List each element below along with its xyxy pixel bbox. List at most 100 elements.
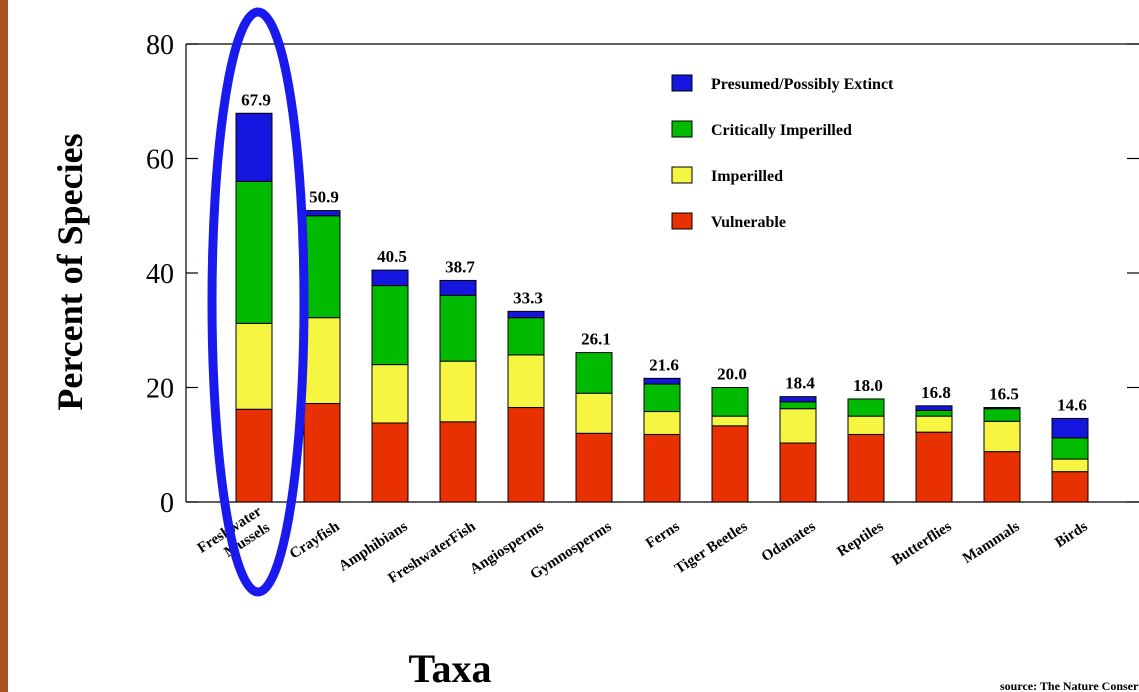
bar-segment-vulnerable [235,408,273,503]
bar-segment-imperilled [711,415,749,427]
bar-segment-imperilled [439,360,477,423]
category-label-line: Crayfish [287,518,343,562]
category-label-line: Tiger Beetles [672,519,751,578]
bar-total-label: 18.0 [853,376,883,395]
bar-segment-imperilled [983,420,1021,453]
bar-segment-vulnerable [507,407,545,503]
bar-segment-vulnerable [371,422,409,503]
legend-entry: Imperilled [711,168,783,185]
bar-total-label: 20.0 [717,365,747,384]
category-label: Tiger Beetles [672,519,751,578]
bar-total-label: 18.4 [785,374,815,393]
bar-segment-imperilled [915,415,953,433]
bar-segment-imperilled [575,392,613,434]
y-tick-label: 40 [146,259,174,290]
bar-segment-critically-imperilled [847,398,885,417]
x-axis-label: Taxa [408,646,491,691]
bar-segment-critically-imperilled [303,215,341,319]
category-label-line: Odanates [759,519,819,566]
bar-segment-presumed-possibly-extinct [779,396,817,403]
bar-segment-presumed-possibly-extinct [439,279,477,296]
bar-segment-critically-imperilled [439,294,477,362]
bar-segment-critically-imperilled [779,401,817,410]
bar-segment-critically-imperilled [507,317,545,356]
bar-segment-imperilled [779,408,817,444]
category-label: Ferns [643,519,683,552]
category-label-line: Reptiles [834,519,886,561]
left-color-strip [0,0,8,692]
bar-total-label: 40.5 [377,247,407,266]
bar-total-label: 38.7 [445,257,475,276]
legend-swatch [671,74,693,92]
bar-segment-critically-imperilled [1051,437,1089,460]
category-label-line: Butterflies [889,519,954,569]
bar-segment-presumed-possibly-extinct [983,407,1021,410]
legend-entry: Critically Imperilled [711,122,852,139]
bar-segment-critically-imperilled [983,408,1021,422]
bar-segment-presumed-possibly-extinct [915,405,953,411]
bar-segment-presumed-possibly-extinct [303,210,341,217]
legend-entry: Vulnerable [711,214,786,231]
category-label-line: Mammals [960,519,1023,567]
legend-swatch [671,212,693,230]
bar-segment-critically-imperilled [915,409,953,417]
bar-total-label: 67.9 [241,90,271,109]
bar-segment-critically-imperilled [575,352,613,394]
legend-entry: Presumed/Possibly Extinct [711,76,894,93]
bar-segment-presumed-possibly-extinct [507,310,545,319]
category-label: Mammals [960,519,1023,567]
bar-total-label: 16.5 [989,385,1019,404]
bar-segment-vulnerable [711,425,749,503]
bar-segment-critically-imperilled [643,383,681,413]
chart-legend: Presumed/Possibly Extinct Critically Impe… [671,74,894,231]
y-tick-label: 80 [146,30,174,61]
category-label: Reptiles [834,519,886,561]
category-label-line: Ferns [643,519,683,552]
legend-swatch [671,166,693,184]
bar-segment-critically-imperilled [371,285,409,366]
category-label-line: Birds [1052,519,1090,552]
bar-total-label: 26.1 [581,330,611,349]
bar-segment-presumed-possibly-extinct [235,112,273,182]
y-tick-label: 0 [160,488,174,519]
bar-total-labels: 67.9 50.9 40.5 38.7 33.3 26.1 21.6 20.0 18.4 18.0… [241,90,1087,414]
bar-segment-vulnerable [575,432,613,503]
category-label: Birds [1052,519,1090,552]
bar-total-label: 14.6 [1057,395,1087,414]
bar-segment-imperilled [1051,458,1089,473]
bar-segment-vulnerable [915,431,953,503]
bar-total-label: 21.6 [649,355,679,374]
bar-segment-imperilled [371,364,409,424]
legend-swatch [671,120,693,138]
bar-segment-imperilled [643,411,681,435]
bar-segment-vulnerable [303,403,341,503]
chart-bars [235,112,1089,503]
bar-segment-vulnerable [847,433,885,503]
bar-segment-imperilled [507,354,545,409]
source-note: source: The Nature Conservancy [1000,679,1139,692]
highlight-ellipse [207,7,309,597]
bar-segment-vulnerable [439,421,477,503]
y-tick-label: 20 [146,374,174,405]
bar-total-label: 16.8 [921,383,951,402]
y-axis-label: Percent of Species [50,133,90,410]
bar-segment-presumed-possibly-extinct [371,269,409,287]
bar-segment-imperilled [235,322,273,410]
bar-segment-critically-imperilled [711,387,749,417]
bar-total-label: 33.3 [513,288,543,307]
bar-segment-presumed-possibly-extinct [643,377,681,385]
bar-total-label: 50.9 [309,188,339,207]
category-label: Butterflies [889,519,954,569]
bar-segment-imperilled [847,415,885,435]
bar-segment-critically-imperilled [235,180,273,324]
bar-segment-vulnerable [1051,471,1089,503]
bar-segment-vulnerable [779,442,817,503]
bar-segment-imperilled [303,317,341,405]
y-axis-ticks: 0 20 40 60 80 [146,30,1139,519]
y-tick-label: 60 [146,145,174,176]
bar-segment-vulnerable [643,433,681,503]
category-label: Odanates [759,519,819,566]
bar-segment-presumed-possibly-extinct [1051,417,1089,439]
